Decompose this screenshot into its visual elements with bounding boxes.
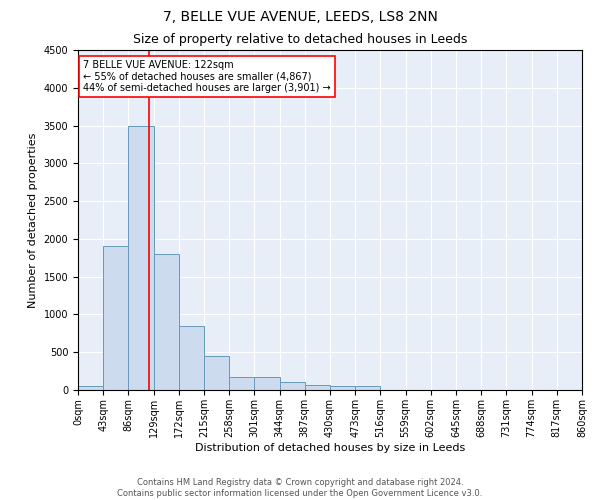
Y-axis label: Number of detached properties: Number of detached properties [28,132,38,308]
Bar [254,377,280,390]
Text: Size of property relative to detached houses in Leeds: Size of property relative to detached ho… [133,32,467,46]
Bar [305,386,330,390]
X-axis label: Distribution of detached houses by size in Leeds: Distribution of detached houses by size … [195,442,465,452]
Bar [103,246,128,390]
Bar [78,386,103,390]
Bar [330,386,355,390]
Bar [280,382,305,390]
Text: 7, BELLE VUE AVENUE, LEEDS, LS8 2NN: 7, BELLE VUE AVENUE, LEEDS, LS8 2NN [163,10,437,24]
Bar [355,386,380,390]
Text: 7 BELLE VUE AVENUE: 122sqm
← 55% of detached houses are smaller (4,867)
44% of s: 7 BELLE VUE AVENUE: 122sqm ← 55% of deta… [83,60,331,94]
Bar [128,126,154,390]
Bar [179,326,204,390]
Bar [154,254,179,390]
Text: Contains HM Land Registry data © Crown copyright and database right 2024.
Contai: Contains HM Land Registry data © Crown c… [118,478,482,498]
Bar [204,356,229,390]
Bar [229,377,254,390]
